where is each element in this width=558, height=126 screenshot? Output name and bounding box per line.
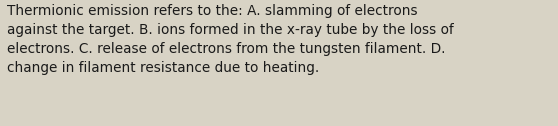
Text: Thermionic emission refers to the: A. slamming of electrons
against the target. : Thermionic emission refers to the: A. sl…	[7, 4, 454, 75]
